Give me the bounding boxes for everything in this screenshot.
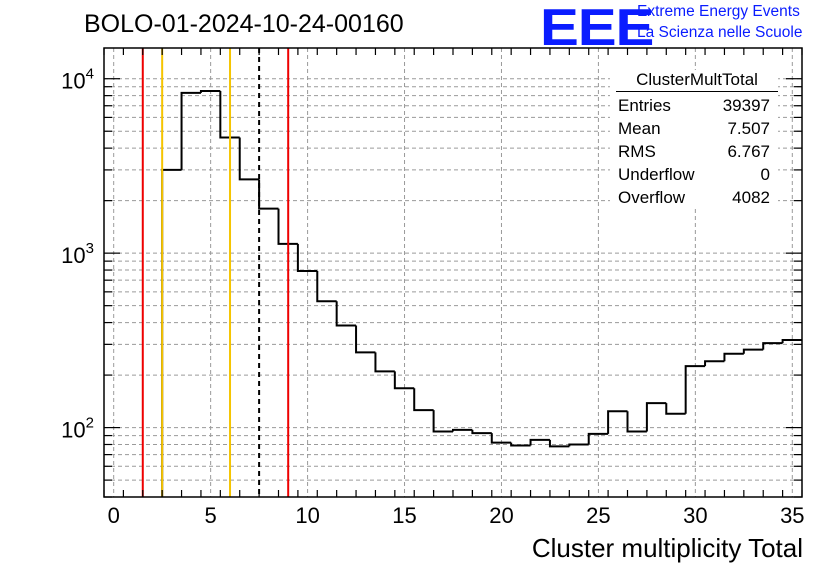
stats-label: Overflow: [618, 188, 686, 207]
histogram-bin: [219, 91, 240, 139]
x-tick-label: 20: [489, 503, 513, 528]
histogram-bin: [781, 338, 802, 344]
stats-row-rms: RMS 6.767: [610, 140, 778, 163]
x-tick-label: 10: [295, 503, 319, 528]
histogram-bin: [238, 137, 260, 181]
histogram-bin: [548, 439, 570, 448]
stats-value: 39397: [722, 96, 770, 115]
histogram-bin: [413, 388, 434, 412]
stats-row-mean: Mean 7.507: [610, 117, 778, 140]
stats-row-underflow: Underflow 0: [610, 163, 778, 186]
x-tick-label: 30: [683, 503, 707, 528]
stats-box: ClusterMultTotal Entries 39397 Mean 7.50…: [610, 70, 778, 209]
stats-value: 0: [760, 165, 770, 184]
histogram-bin: [374, 352, 395, 373]
histogram-bin: [432, 410, 453, 433]
stats-row-entries: Entries 39397: [610, 94, 778, 117]
histogram-bin: [762, 342, 783, 350]
stats-label: Mean: [618, 119, 661, 138]
stats-value: 6.767: [727, 142, 770, 161]
histogram-bin: [161, 168, 182, 497]
y-tick-label: 104: [61, 66, 94, 94]
histogram-bin: [471, 429, 492, 435]
histogram-bin: [355, 325, 376, 354]
histogram-bin: [723, 352, 744, 362]
histogram-bin: [587, 432, 609, 445]
histogram-bin: [490, 433, 512, 444]
stats-label: RMS: [618, 142, 656, 161]
stats-row-overflow: Overflow 4082: [610, 186, 778, 209]
histogram-bin: [180, 91, 201, 170]
histogram-bin: [316, 271, 337, 303]
stats-label: Entries: [618, 96, 671, 115]
x-tick-label: 25: [586, 503, 610, 528]
histogram-bin: [199, 90, 221, 93]
x-tick-label: 15: [392, 503, 416, 528]
x-tick-label: 0: [108, 503, 120, 528]
histogram-bin: [529, 438, 550, 446]
vertical-lines-layer: [141, 48, 290, 497]
histogram-bin: [510, 442, 531, 447]
histogram-bin: [568, 443, 589, 447]
logo-text-line1: Extreme Energy Events: [637, 3, 800, 20]
x-axis-label: Cluster multiplicity Total: [531, 533, 803, 563]
histogram-bin: [277, 208, 298, 245]
histogram-bin: [296, 243, 318, 273]
axes-layer: 0 5 10 15 20 25 30 35 102 103 104: [61, 47, 805, 528]
chart-title: BOLO-01-2024-10-24-00160: [84, 10, 404, 38]
logo-text-line2: La Scienza nelle Scuole: [637, 24, 803, 41]
histogram-bin: [393, 371, 415, 390]
histogram-bin: [335, 301, 357, 327]
histogram-bin: [742, 348, 764, 354]
histogram-bin: [626, 411, 647, 433]
histogram-bin: [665, 403, 686, 415]
stats-value: 7.507: [727, 119, 770, 138]
histogram-bin: [258, 179, 279, 210]
histogram-bin: [684, 365, 706, 414]
y-tick-label: 103: [61, 240, 94, 268]
eee-logo-mark: EEE: [540, 0, 654, 57]
histogram-bin: [645, 402, 667, 432]
stats-title: ClusterMultTotal: [616, 70, 778, 92]
histogram-bin: [607, 410, 628, 434]
x-tick-label: 5: [205, 503, 217, 528]
x-tick-label: 35: [780, 503, 804, 528]
stats-value: 4082: [732, 188, 770, 207]
stats-label: Underflow: [618, 165, 695, 184]
y-tick-label: 102: [61, 415, 94, 443]
histogram-bin: [704, 360, 725, 367]
histogram-bin: [452, 428, 473, 432]
